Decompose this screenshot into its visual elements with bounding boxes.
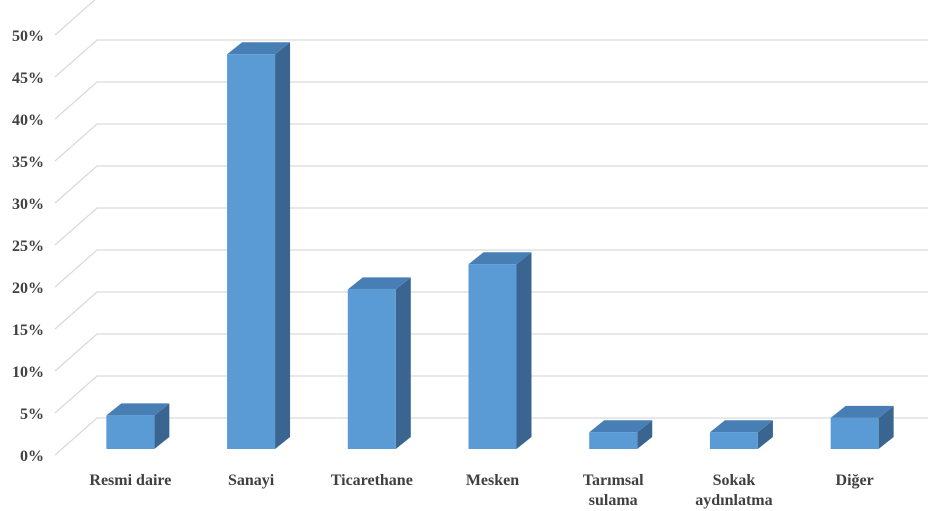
x-category-label: Mesken — [466, 472, 519, 489]
bar-top — [106, 403, 170, 416]
gridline — [54, 207, 928, 246]
bar — [589, 420, 653, 449]
x-category-label: Sokak aydınlatma — [695, 472, 772, 509]
y-tick-label: 40% — [12, 112, 44, 129]
bars — [106, 42, 894, 449]
gridline — [54, 249, 928, 288]
bar-top — [709, 420, 773, 433]
x-category-label: Diğer — [836, 472, 874, 489]
y-tick-label: 30% — [12, 196, 44, 213]
gridline — [54, 417, 928, 456]
bar — [227, 42, 291, 449]
bar — [709, 420, 773, 449]
y-tick-label: 45% — [12, 70, 44, 87]
bar-front — [347, 289, 396, 449]
y-tick-label: 50% — [12, 28, 44, 45]
bar-top — [830, 405, 894, 418]
bar-side — [516, 252, 532, 449]
y-tick-label: 5% — [20, 406, 44, 423]
bar-top — [468, 252, 532, 265]
gridline — [54, 333, 928, 372]
gridline — [54, 165, 928, 204]
bar — [468, 252, 532, 449]
bar-front — [227, 54, 276, 449]
y-tick-label: 25% — [12, 238, 44, 255]
gridline — [54, 291, 928, 330]
bar-top — [589, 420, 653, 433]
y-axis-tick-labels: 0% 5% 10% 15% 20% 25% 30% 35% 40% 45% 50% — [12, 28, 44, 465]
bar-front — [468, 264, 517, 449]
gridline — [54, 375, 928, 414]
x-category-label: Resmi daire — [89, 472, 171, 489]
bar-side — [154, 403, 170, 449]
y-tick-label: 0% — [20, 448, 44, 465]
bar-front — [589, 432, 638, 449]
bar-side — [275, 42, 291, 449]
x-category-label: Sanayi — [228, 472, 275, 489]
y-tick-label: 15% — [12, 322, 44, 339]
bar-side — [878, 405, 894, 449]
bar-front — [709, 432, 758, 449]
bar — [347, 277, 411, 449]
x-axis-category-labels: Resmi daire Sanayi Ticarethane Mesken Tarıms… — [89, 472, 873, 509]
bar-side — [637, 420, 653, 449]
gridline — [54, 123, 928, 162]
bar-front — [830, 417, 879, 449]
gridline — [54, 0, 96, 36]
bar — [106, 403, 170, 449]
bar-side — [757, 420, 773, 449]
x-category-label: Ticarethane — [331, 472, 413, 489]
gridline — [54, 39, 928, 78]
bar-top — [227, 42, 291, 55]
gridlines — [54, 0, 928, 456]
bar-front — [106, 415, 155, 449]
bar — [830, 405, 894, 449]
y-tick-label: 35% — [12, 154, 44, 171]
bar-top — [347, 277, 411, 290]
x-category-label: Tarımsal sulama — [583, 472, 644, 509]
gridline — [54, 81, 928, 120]
y-tick-label: 20% — [12, 280, 44, 297]
bar-side — [395, 277, 411, 449]
y-tick-label: 10% — [12, 364, 44, 381]
